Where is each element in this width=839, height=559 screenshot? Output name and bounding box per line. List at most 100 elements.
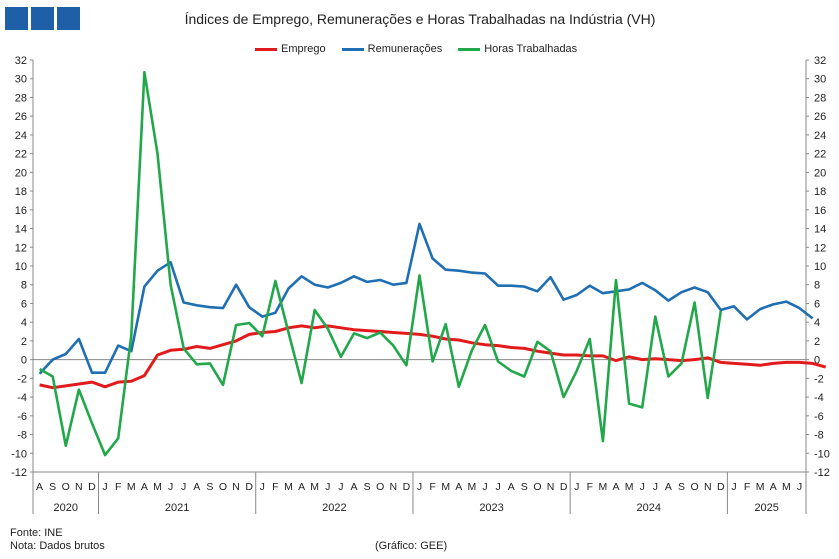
y-tick-label-left: 2	[21, 336, 27, 348]
logo	[5, 7, 80, 30]
x-month-label: D	[717, 481, 725, 493]
y-tick-label-right: 8	[814, 280, 820, 292]
logo-square-1	[5, 7, 28, 30]
x-month-label: J	[417, 481, 422, 493]
legend-swatch-emprego	[255, 47, 277, 51]
x-month-label: J	[260, 481, 265, 493]
y-tick-label-left: 22	[15, 149, 27, 161]
legend-item-emprego: Emprego	[255, 43, 326, 55]
y-tick-label-right: -4	[814, 392, 824, 404]
x-month-label: N	[232, 481, 240, 493]
x-year-label: 2022	[322, 502, 346, 514]
y-tick-label-left: 30	[15, 74, 27, 86]
legend: Emprego Remunerações Horas Trabalhadas	[255, 43, 593, 55]
x-month-label: J	[102, 481, 107, 493]
x-month-label: O	[533, 481, 541, 493]
x-month-label: J	[574, 481, 579, 493]
footer-source: Fonte: INE	[10, 527, 63, 539]
x-month-label: M	[284, 481, 293, 493]
x-month-label: A	[141, 481, 148, 493]
x-month-label: A	[193, 481, 200, 493]
x-month-label: J	[653, 481, 658, 493]
y-tick-label-left: 0	[21, 355, 27, 367]
x-month-label: N	[389, 481, 397, 493]
y-tick-label-right: 24	[814, 130, 826, 142]
x-month-label: J	[181, 481, 186, 493]
y-tick-label-left: 4	[21, 317, 27, 329]
x-month-label: M	[310, 481, 319, 493]
x-month-label: A	[298, 481, 305, 493]
y-tick-label-right: -8	[814, 430, 824, 442]
x-month-label: J	[797, 481, 802, 493]
x-month-label: M	[599, 481, 608, 493]
y-tick-label-right: 4	[814, 317, 820, 329]
x-month-label: A	[770, 481, 777, 493]
x-month-label: F	[744, 481, 750, 493]
x-month-label: S	[521, 481, 528, 493]
y-tick-label-left: -8	[17, 430, 27, 442]
y-tick-label-right: 10	[814, 261, 826, 273]
x-year-label: 2020	[54, 502, 78, 514]
x-month-label: D	[403, 481, 411, 493]
x-month-label: F	[115, 481, 121, 493]
y-tick-label-left: 14	[15, 224, 27, 236]
logo-square-2	[31, 7, 54, 30]
y-tick-label-right: 14	[814, 224, 826, 236]
y-tick-label-right: 18	[814, 186, 826, 198]
y-tick-label-left: 8	[21, 280, 27, 292]
x-year-label: 2025	[754, 502, 778, 514]
series-line-emprego	[39, 324, 827, 390]
x-month-label: A	[350, 481, 357, 493]
x-month-label: J	[325, 481, 330, 493]
x-month-label: S	[364, 481, 371, 493]
y-tick-label-right: 32	[814, 55, 826, 67]
x-month-label: S	[49, 481, 56, 493]
y-tick-label-right: 28	[814, 92, 826, 104]
x-month-label: J	[731, 481, 736, 493]
x-month-label: F	[429, 481, 435, 493]
x-month-label: A	[36, 481, 43, 493]
legend-item-horas: Horas Trabalhadas	[458, 43, 577, 55]
x-month-label: O	[219, 481, 227, 493]
y-tick-label-right: 30	[814, 74, 826, 86]
y-tick-label-left: 16	[15, 205, 27, 217]
y-tick-label-left: 26	[15, 111, 27, 123]
x-year-label: 2021	[165, 502, 189, 514]
y-tick-label-left: 24	[15, 130, 27, 142]
x-month-label: A	[613, 481, 620, 493]
x-month-label: M	[756, 481, 765, 493]
x-year-label: 2023	[479, 502, 503, 514]
y-tick-label-left: -10	[11, 448, 27, 460]
legend-label-emprego: Emprego	[281, 43, 326, 55]
x-month-label: A	[508, 481, 515, 493]
x-month-label: D	[245, 481, 253, 493]
y-tick-label-left: 32	[15, 55, 27, 67]
x-year-label: 2024	[637, 502, 661, 514]
x-month-label: D	[88, 481, 96, 493]
x-month-label: J	[640, 481, 645, 493]
y-tick-label-left: 12	[15, 242, 27, 254]
x-month-label: D	[560, 481, 568, 493]
x-month-label: J	[338, 481, 343, 493]
x-month-label: J	[168, 481, 173, 493]
x-month-label: M	[441, 481, 450, 493]
footer-credit: (Gráfico: GEE)	[375, 540, 448, 552]
y-tick-label-left: -2	[17, 373, 27, 385]
legend-item-remuneracoes: Remunerações	[341, 43, 443, 55]
legend-swatch-horas	[458, 47, 481, 51]
x-month-label: M	[625, 481, 634, 493]
y-tick-label-left: -6	[17, 411, 27, 423]
y-tick-label-left: 10	[15, 261, 27, 273]
y-tick-label-right: -6	[814, 411, 824, 423]
x-month-label: O	[62, 481, 70, 493]
legend-label-remuneracoes: Remunerações	[367, 43, 443, 55]
x-month-label: A	[455, 481, 462, 493]
x-month-label: S	[678, 481, 685, 493]
footer-note: Nota: Dados brutos	[10, 540, 105, 552]
x-month-label: O	[691, 481, 699, 493]
x-month-label: N	[704, 481, 712, 493]
y-tick-label-left: 20	[15, 167, 27, 179]
y-tick-label-right: 12	[814, 242, 826, 254]
y-tick-label-left: -12	[11, 467, 27, 479]
